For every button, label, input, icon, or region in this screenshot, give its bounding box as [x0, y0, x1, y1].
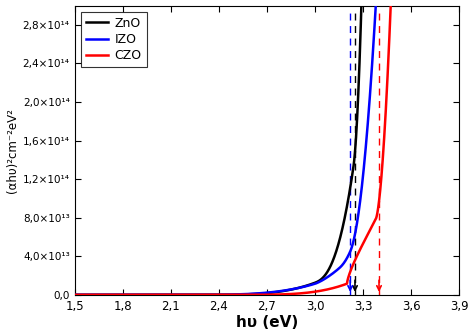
CZO	[141, 293, 147, 297]
ZnO	[225, 293, 231, 297]
CZO	[72, 293, 77, 297]
CZO	[243, 293, 248, 297]
ZnO	[141, 293, 147, 297]
ZnO	[72, 293, 77, 297]
Line: IZO: IZO	[74, 0, 474, 295]
IZO	[118, 293, 123, 297]
IZO	[72, 293, 77, 297]
Line: ZnO: ZnO	[74, 0, 474, 295]
IZO	[225, 293, 231, 297]
ZnO	[118, 293, 123, 297]
Y-axis label: (αhυ)²cm⁻²eV²: (αhυ)²cm⁻²eV²	[6, 108, 18, 193]
Legend: ZnO, IZO, CZO: ZnO, IZO, CZO	[81, 12, 147, 67]
Line: CZO: CZO	[74, 0, 474, 295]
X-axis label: hυ (eV): hυ (eV)	[236, 316, 298, 330]
ZnO	[243, 292, 248, 296]
CZO	[225, 293, 231, 297]
IZO	[141, 293, 147, 297]
IZO	[243, 292, 248, 296]
CZO	[118, 293, 123, 297]
